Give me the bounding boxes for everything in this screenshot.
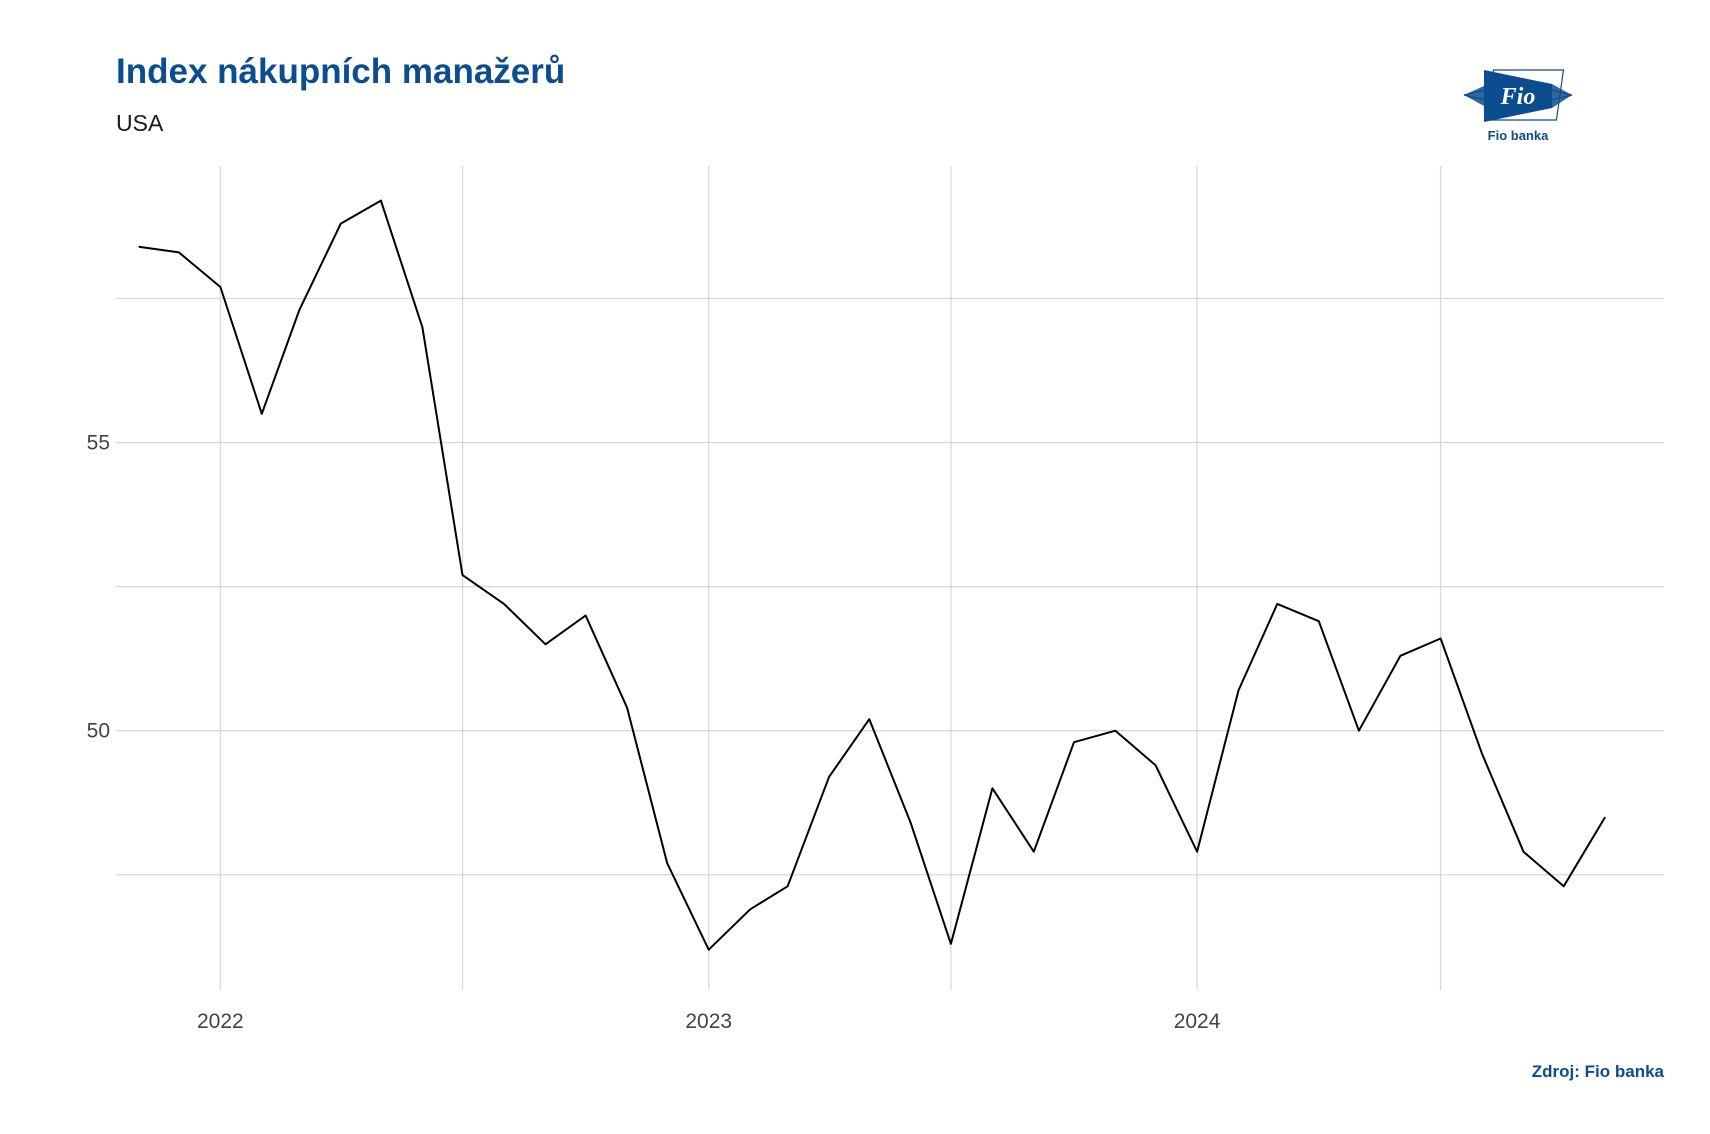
chart-title: Index nákupních manažerů: [116, 52, 566, 91]
series: [138, 199, 1606, 951]
axis-labels: 50 55 2022 2023 2024: [87, 432, 1221, 1033]
x-tick-label: 2023: [685, 1010, 732, 1033]
series-line: [138, 199, 1606, 951]
x-tick-label: 2022: [197, 1010, 244, 1033]
source-note: Zdroj: Fio banka: [1531, 1062, 1664, 1081]
fio-logo-caption: Fio banka: [1487, 128, 1549, 143]
fio-logo-icon: Fio: [1463, 69, 1573, 122]
chart-subtitle: USA: [116, 110, 164, 136]
fio-banka-logo: Fio Fio banka: [1460, 66, 1576, 152]
x-tick-label: 2024: [1174, 1010, 1221, 1033]
grid: [116, 166, 1664, 990]
y-tick-label: 55: [87, 432, 110, 455]
y-tick-label: 50: [87, 720, 110, 743]
fio-logo-text: Fio: [1500, 84, 1536, 110]
